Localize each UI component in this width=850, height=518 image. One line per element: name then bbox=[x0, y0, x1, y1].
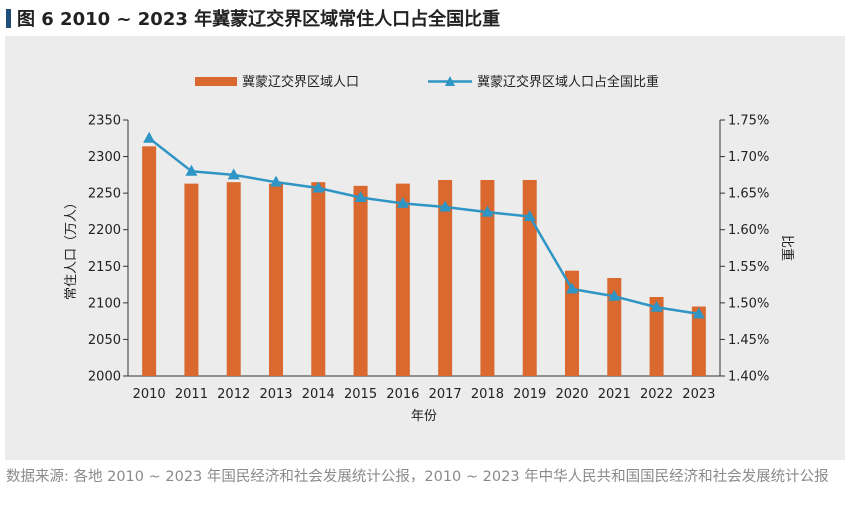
y-axis-title: 常住人口（万人） bbox=[64, 196, 79, 300]
legend-bar-label: 冀蒙辽交界区域人口 bbox=[242, 74, 359, 90]
line-point bbox=[523, 210, 536, 222]
x-tick-label: 2021 bbox=[598, 387, 631, 402]
bar bbox=[395, 183, 410, 376]
y2-tick-label: 1.75% bbox=[728, 114, 769, 129]
title-marker bbox=[6, 8, 11, 28]
chart-legend: 冀蒙辽交界区域人口 冀蒙辽交界区域人口占全国比重 bbox=[195, 74, 659, 90]
figure-title-text: 图 6 2010 ~ 2023 年冀蒙辽交界区域常住人口占全国比重 bbox=[17, 9, 501, 30]
y2-tick-label: 1.50% bbox=[728, 296, 769, 311]
x-tick-label: 2016 bbox=[386, 387, 419, 402]
x-tick-label: 2020 bbox=[555, 387, 588, 402]
figure-title: 图 6 2010 ~ 2023 年冀蒙辽交界区域常住人口占全国比重 bbox=[6, 5, 500, 31]
y2-tick-label: 1.65% bbox=[728, 187, 769, 202]
legend-line-label: 冀蒙辽交界区域人口占全国比重 bbox=[477, 74, 659, 90]
y2-tick-label: 1.70% bbox=[728, 150, 769, 165]
y2-tick-label: 1.45% bbox=[728, 333, 769, 348]
bar bbox=[353, 185, 368, 376]
y-tick-label: 2200 bbox=[88, 223, 121, 238]
bar bbox=[607, 277, 622, 376]
x-tick-label: 2017 bbox=[429, 387, 462, 402]
x-tick-label: 2011 bbox=[175, 387, 208, 402]
bar bbox=[142, 146, 157, 376]
x-tick-label: 2014 bbox=[302, 387, 335, 402]
population-chart: 冀蒙辽交界区域人口 冀蒙辽交界区域人口占全国比重 2000 1.40% 2050 1.… bbox=[64, 74, 795, 424]
y-tick-label: 2150 bbox=[88, 260, 121, 275]
x-tick-label: 2015 bbox=[344, 387, 377, 402]
x-tick-label: 2010 bbox=[133, 387, 166, 402]
line-point bbox=[692, 307, 705, 319]
source-note: 数据来源: 各地 2010 ~ 2023 年国民经济和社会发展统计公报，2010… bbox=[6, 469, 829, 485]
bar bbox=[522, 179, 537, 376]
y-tick-label: 2250 bbox=[88, 187, 121, 202]
line-point bbox=[396, 196, 409, 208]
line-point bbox=[608, 289, 621, 301]
y2-tick-label: 1.40% bbox=[728, 370, 769, 385]
y-tick-label: 2300 bbox=[88, 150, 121, 165]
bar bbox=[311, 182, 326, 376]
line-point bbox=[312, 181, 325, 193]
x-tick-label: 2013 bbox=[259, 387, 292, 402]
bar bbox=[649, 297, 664, 376]
x-tick-label: 2012 bbox=[217, 387, 250, 402]
x-tick-label: 2019 bbox=[513, 387, 546, 402]
y2-tick-label: 1.55% bbox=[728, 260, 769, 275]
line-point bbox=[650, 300, 663, 312]
line-point bbox=[566, 282, 578, 294]
line-point bbox=[354, 191, 367, 203]
y-tick-label: 2050 bbox=[88, 333, 121, 348]
x-tick-label: 2022 bbox=[640, 387, 673, 402]
chart-panel: 冀蒙辽交界区域人口 冀蒙辽交界区域人口占全国比重 2000 1.40% 2050 1.… bbox=[5, 36, 845, 460]
bar bbox=[438, 179, 453, 376]
y-tick-label: 2350 bbox=[88, 114, 121, 129]
y-tick-label: 2100 bbox=[88, 296, 121, 311]
bar bbox=[691, 306, 706, 376]
bar-series bbox=[142, 146, 706, 376]
legend-line-marker bbox=[445, 76, 455, 86]
legend-bar-swatch bbox=[195, 77, 237, 86]
y-tick-label: 2000 bbox=[88, 370, 121, 385]
line-point bbox=[270, 175, 282, 187]
line-series bbox=[143, 131, 705, 319]
bar bbox=[184, 183, 199, 376]
line-point bbox=[185, 164, 198, 176]
x-axis-title: 年份 bbox=[411, 409, 437, 424]
x-tick-label: 2018 bbox=[471, 387, 504, 402]
bar bbox=[565, 270, 579, 376]
axes: 2000 1.40% 2050 1.45% 2100 1.50% 2150 1.55% 2200… bbox=[88, 114, 769, 403]
y2-tick-label: 1.60% bbox=[728, 223, 769, 238]
bar bbox=[269, 183, 283, 376]
line-point bbox=[481, 205, 494, 217]
x-tick-label: 2023 bbox=[682, 387, 715, 402]
line-point bbox=[143, 131, 156, 143]
line-point bbox=[227, 168, 240, 180]
bar bbox=[226, 182, 241, 376]
line-point bbox=[439, 200, 452, 212]
series-line bbox=[148, 137, 700, 316]
y2-axis-title: 比重 bbox=[779, 235, 795, 261]
bar bbox=[480, 179, 495, 376]
